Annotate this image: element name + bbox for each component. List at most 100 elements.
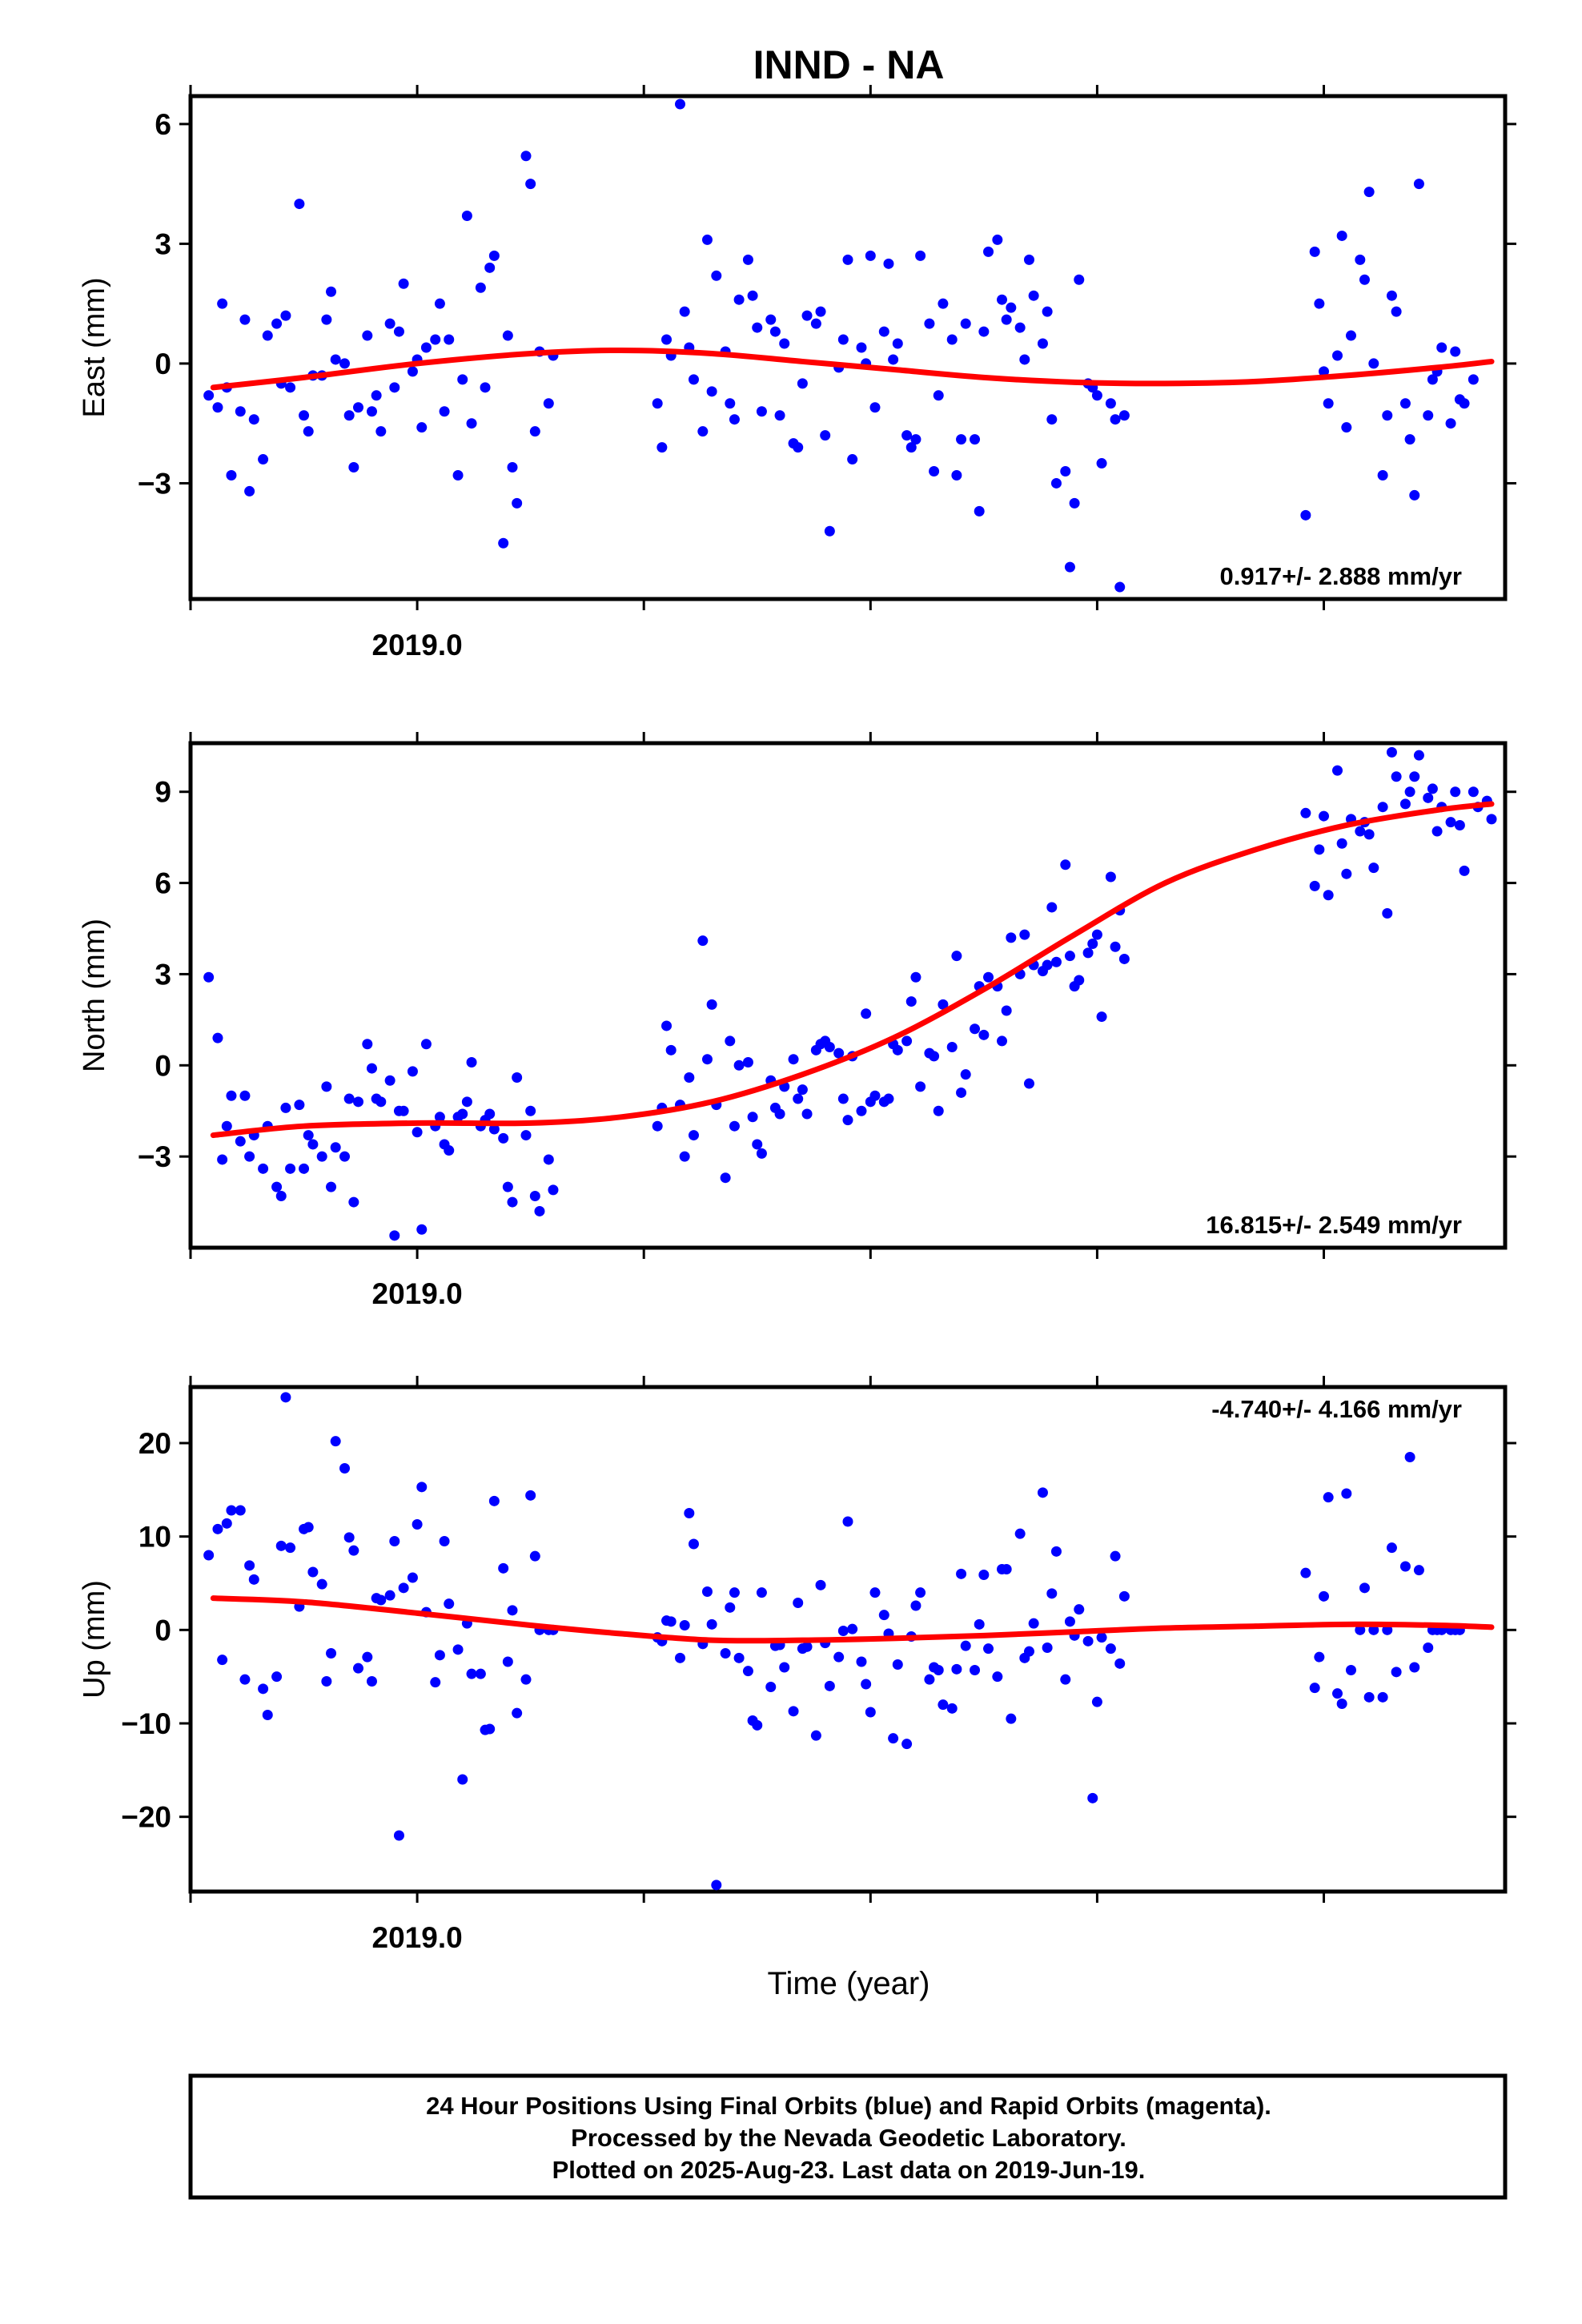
data-point: [1336, 838, 1347, 849]
data-point: [512, 1707, 523, 1719]
data-point: [1074, 975, 1085, 986]
data-point: [384, 1075, 396, 1086]
data-point: [756, 1587, 767, 1598]
data-point: [1001, 314, 1012, 325]
data-point: [321, 1676, 332, 1687]
data-point: [675, 99, 686, 110]
data-point: [946, 334, 958, 345]
data-point: [883, 1093, 894, 1104]
data-point: [752, 1139, 763, 1150]
data-point: [398, 278, 409, 289]
data-point: [362, 330, 373, 341]
data-point: [430, 334, 441, 345]
data-point: [661, 334, 673, 345]
footer-line-2: Processed by the Nevada Geodetic Laborat…: [571, 2124, 1126, 2152]
data-point: [1486, 814, 1497, 825]
chart-title: INND - NA: [753, 42, 945, 87]
data-point: [1118, 953, 1130, 964]
data-point: [1082, 947, 1094, 959]
data-point: [1391, 1667, 1402, 1678]
data-point: [1074, 274, 1085, 285]
data-point: [1014, 1528, 1026, 1539]
data-point: [412, 1127, 423, 1138]
data-point: [1087, 938, 1098, 949]
data-point: [543, 398, 554, 409]
data-point: [343, 1532, 355, 1543]
data-point: [1023, 1646, 1034, 1657]
data-point: [1391, 771, 1402, 782]
data-point: [1309, 1683, 1320, 1694]
data-point: [362, 1039, 373, 1050]
data-point: [1300, 1567, 1311, 1578]
plot-frame: [188, 94, 1508, 601]
data-point: [810, 1730, 821, 1741]
data-point: [488, 1495, 500, 1506]
data-point: [393, 326, 404, 337]
data-point: [946, 1703, 958, 1714]
data-point: [444, 1145, 455, 1156]
data-point: [1046, 902, 1058, 913]
data-point: [520, 1674, 532, 1685]
data-point: [348, 462, 359, 473]
data-point: [326, 1181, 337, 1192]
data-point: [299, 1163, 310, 1174]
data-point: [1114, 1658, 1126, 1669]
data-point: [348, 1196, 359, 1208]
data-point: [1368, 862, 1379, 874]
data-point: [652, 1120, 663, 1132]
data-point: [416, 1482, 428, 1493]
data-point: [1006, 1713, 1017, 1724]
data-layer: [203, 1392, 1495, 1891]
data-point: [316, 1151, 327, 1162]
data-point: [244, 1560, 255, 1571]
data-point: [747, 1112, 758, 1123]
data-point: [1345, 1665, 1356, 1675]
data-point: [810, 318, 821, 329]
data-point: [1409, 771, 1420, 782]
data-point: [697, 426, 709, 437]
data-point: [801, 1108, 813, 1120]
data-point: [420, 342, 432, 353]
data-point: [461, 1096, 472, 1108]
data-point: [951, 951, 962, 962]
data-point: [1069, 497, 1080, 509]
data-point: [1087, 1792, 1098, 1803]
data-point: [938, 999, 949, 1010]
data-point: [983, 246, 994, 257]
data-point: [833, 1047, 845, 1059]
data-point: [1332, 350, 1343, 361]
data-point: [733, 294, 745, 305]
data-point: [706, 999, 717, 1010]
data-point: [339, 358, 351, 369]
data-point: [258, 454, 269, 465]
data-point: [498, 1562, 509, 1574]
data-point: [1431, 826, 1443, 837]
data-point: [512, 1072, 523, 1083]
data-point: [1019, 354, 1030, 365]
data-point: [1110, 1550, 1121, 1562]
data-point: [652, 398, 663, 409]
data-point: [1314, 298, 1325, 309]
data-point: [271, 1671, 283, 1683]
data-point: [212, 402, 223, 413]
data-point: [1377, 469, 1388, 480]
data-point: [203, 1550, 215, 1561]
data-point: [1064, 951, 1075, 962]
data-point: [1454, 819, 1465, 830]
data-point: [679, 1620, 690, 1630]
y-tick-label: 0: [155, 1614, 171, 1647]
data-point: [970, 1023, 981, 1035]
data-point: [779, 338, 790, 349]
data-point: [1413, 1565, 1424, 1576]
data-point: [684, 1508, 695, 1518]
data-point: [1399, 798, 1411, 810]
data-point: [938, 298, 949, 309]
data-point: [665, 1616, 677, 1627]
data-point: [729, 1587, 740, 1598]
data-point: [235, 406, 246, 417]
data-point: [992, 1671, 1003, 1683]
data-point: [299, 410, 310, 421]
data-point: [856, 1105, 867, 1116]
data-point: [352, 402, 363, 413]
data-point: [1336, 1699, 1347, 1709]
